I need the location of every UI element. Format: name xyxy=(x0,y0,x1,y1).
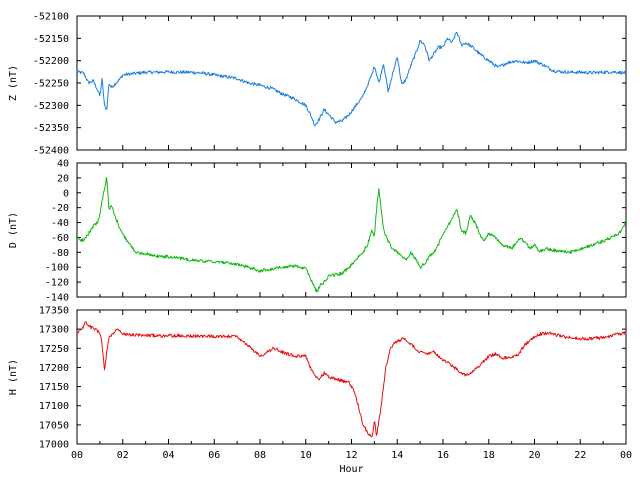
h-ytick-label: 17300 xyxy=(39,325,69,336)
d-series-line xyxy=(76,177,627,293)
z-ytick-label: -52350 xyxy=(33,123,69,134)
d-ytick-label: -60 xyxy=(51,233,69,244)
h-panel-frame xyxy=(76,309,627,445)
d-ytick-label: -140 xyxy=(45,293,69,304)
x-axis-label: Hour xyxy=(339,464,363,475)
xtick-label: 12 xyxy=(345,450,357,461)
h-series-line xyxy=(76,321,627,438)
xtick-label: 14 xyxy=(391,450,403,461)
xtick-label: 00 xyxy=(71,450,83,461)
xtick-label: 06 xyxy=(208,450,220,461)
z-panel-frame xyxy=(76,15,627,151)
d-ytick-label: -100 xyxy=(45,263,69,274)
xtick-label: 22 xyxy=(574,450,586,461)
z-ytick-label: -52150 xyxy=(33,34,69,45)
xtick-label: 20 xyxy=(528,450,540,461)
xtick-label: 08 xyxy=(254,450,266,461)
h-ytick-label: 17150 xyxy=(39,382,69,393)
d-ytick-label: 20 xyxy=(57,173,69,184)
d-ytick-label: 40 xyxy=(57,159,69,170)
h-ytick-label: 17200 xyxy=(39,363,69,374)
z-ytick-label: -52400 xyxy=(33,146,69,157)
h-ytick-label: 17350 xyxy=(39,306,69,317)
h-ytick-label: 17100 xyxy=(39,401,69,412)
h-ytick-label: 17000 xyxy=(39,440,69,451)
d-ytick-label: -40 xyxy=(51,218,69,229)
z-ytick-label: -52250 xyxy=(33,79,69,90)
z-axis-label: Z (nT) xyxy=(8,65,19,101)
h-axis-label: H (nT) xyxy=(8,359,19,395)
z-ytick-label: -52100 xyxy=(33,12,69,23)
xtick-label: 02 xyxy=(117,450,129,461)
d-ytick-label: -20 xyxy=(51,203,69,214)
h-ytick-label: 17050 xyxy=(39,420,69,431)
d-ytick-label: -120 xyxy=(45,278,69,289)
d-ytick-label: -80 xyxy=(51,248,69,259)
d-ytick-label: 0 xyxy=(63,188,69,199)
xtick-label: 04 xyxy=(162,450,174,461)
d-axis-label: D (nT) xyxy=(8,212,19,248)
d-panel-frame xyxy=(76,162,627,298)
xtick-label: 18 xyxy=(483,450,495,461)
z-ytick-label: -52200 xyxy=(33,56,69,67)
xtick-label: 00 xyxy=(620,450,632,461)
z-ytick-label: -52300 xyxy=(33,101,69,112)
z-series-line xyxy=(76,32,627,127)
xtick-label: 10 xyxy=(300,450,312,461)
xtick-label: 16 xyxy=(437,450,449,461)
h-ytick-label: 17250 xyxy=(39,344,69,355)
